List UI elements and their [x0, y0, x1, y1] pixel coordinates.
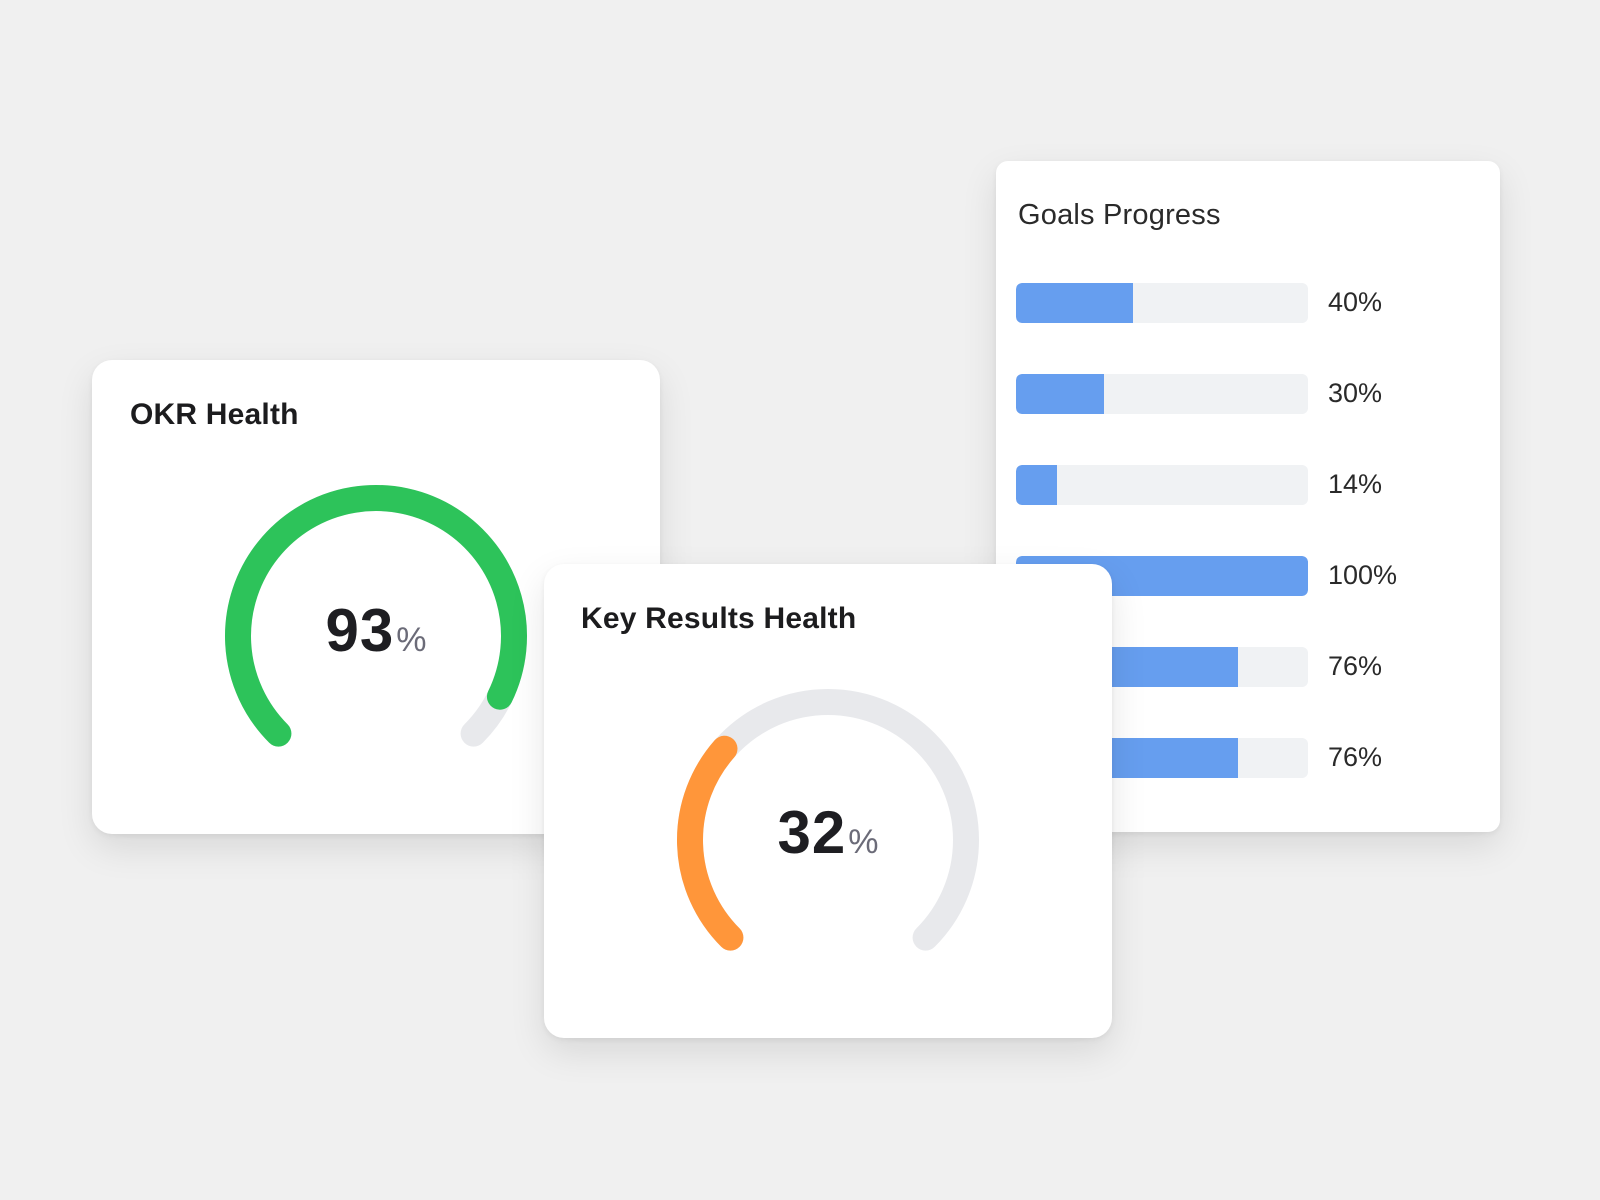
goal-progress-label: 14% [1328, 469, 1383, 499]
goal-progress-fill [1016, 465, 1057, 505]
key-results-health-card: Key Results Health 32% [544, 564, 1112, 1038]
goal-progress-row: 40% [1016, 283, 1476, 323]
okr-health-value-number: 93 [325, 597, 395, 664]
okr-health-value-unit: % [396, 621, 427, 659]
goal-progress-track [1016, 283, 1308, 323]
okr-health-gauge-arc [225, 485, 527, 747]
goal-progress-fill [1016, 374, 1104, 414]
goal-progress-row: 14% [1016, 465, 1476, 505]
goal-progress-row: 30% [1016, 374, 1476, 414]
goal-progress-label: 100% [1328, 560, 1398, 590]
goals-progress-title: Goals Progress [1018, 199, 1221, 231]
okr-health-value: 93% [226, 596, 526, 665]
goal-progress-label: 76% [1328, 651, 1383, 681]
key-results-health-value-number: 32 [777, 799, 847, 866]
okr-health-gauge [225, 485, 527, 747]
goal-progress-track [1016, 465, 1308, 505]
goal-progress-label: 40% [1328, 287, 1383, 317]
key-results-health-title: Key Results Health [581, 602, 857, 635]
key-results-health-gauge [677, 689, 979, 951]
okr-health-title: OKR Health [130, 398, 299, 431]
goal-progress-fill [1016, 283, 1133, 323]
key-results-health-value-unit: % [848, 823, 879, 861]
goal-progress-label: 76% [1328, 742, 1383, 772]
goal-progress-track [1016, 374, 1308, 414]
key-results-health-gauge-arc [677, 735, 744, 951]
key-results-health-value: 32% [678, 798, 978, 867]
goal-progress-label: 30% [1328, 378, 1383, 408]
